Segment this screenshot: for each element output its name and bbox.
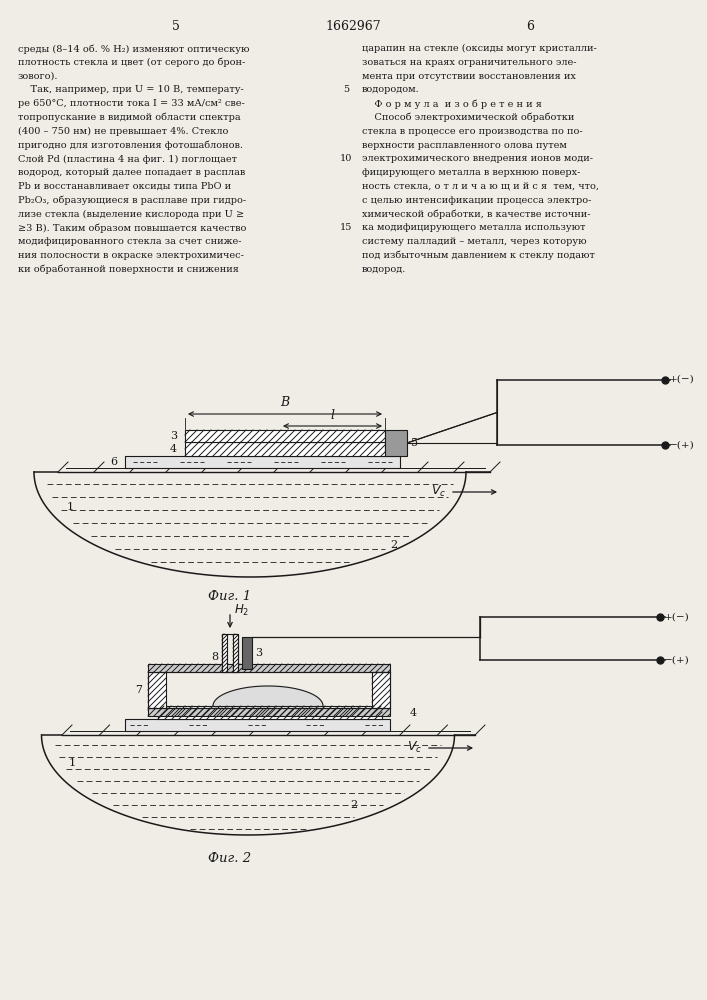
Text: 1: 1 bbox=[69, 758, 76, 768]
Text: $H_2$: $H_2$ bbox=[234, 602, 250, 618]
Text: лизе стекла (выделение кислорода при U ≥: лизе стекла (выделение кислорода при U ≥ bbox=[18, 210, 244, 219]
Text: 6: 6 bbox=[110, 457, 117, 467]
Text: Pb₂O₃, образующиеся в расплаве при гидро-: Pb₂O₃, образующиеся в расплаве при гидро… bbox=[18, 196, 246, 205]
Text: Слой Pd (пластина 4 на фиг. 1) поглощает: Слой Pd (пластина 4 на фиг. 1) поглощает bbox=[18, 154, 237, 164]
Bar bbox=[233, 634, 238, 672]
Text: Фиг. 1: Фиг. 1 bbox=[209, 590, 252, 603]
Bar bbox=[125, 456, 400, 468]
Text: ка модифицирующего металла используют: ка модифицирующего металла используют bbox=[362, 223, 585, 232]
Text: B: B bbox=[281, 396, 290, 409]
Bar bbox=[242, 637, 252, 669]
Text: 5: 5 bbox=[411, 438, 418, 448]
Text: ния полосности в окраске электрохимичес-: ния полосности в окраске электрохимичес- bbox=[18, 251, 244, 260]
Text: фицирующего металла в верхнюю поверх-: фицирующего металла в верхнюю поверх- bbox=[362, 168, 580, 177]
Text: 4: 4 bbox=[170, 444, 177, 454]
Text: +(−): +(−) bbox=[664, 612, 690, 621]
Text: ≥3 В). Таким образом повышается качество: ≥3 В). Таким образом повышается качество bbox=[18, 223, 246, 233]
Text: с целью интенсификации процесса электро-: с целью интенсификации процесса электро- bbox=[362, 196, 591, 205]
Bar bbox=[148, 664, 390, 672]
Text: 6: 6 bbox=[526, 20, 534, 33]
Text: Так, например, при U = 10 В, температу-: Так, например, при U = 10 В, температу- bbox=[18, 85, 244, 94]
Text: 3: 3 bbox=[255, 648, 262, 658]
Text: 15: 15 bbox=[340, 223, 352, 232]
Bar bbox=[125, 719, 390, 731]
Text: (400 – 750 нм) не превышает 4%. Стекло: (400 – 750 нм) не превышает 4%. Стекло bbox=[18, 127, 228, 136]
Text: −(+): −(+) bbox=[664, 656, 690, 664]
Bar bbox=[148, 708, 390, 716]
Text: царапин на стекле (оксиды могут кристалли-: царапин на стекле (оксиды могут кристалл… bbox=[362, 44, 597, 53]
Text: водород, который далее попадает в расплав: водород, который далее попадает в распла… bbox=[18, 168, 245, 177]
Polygon shape bbox=[213, 686, 323, 706]
Text: зового).: зового). bbox=[18, 72, 59, 81]
Text: ре 650°С, плотности тока I = 33 мА/см² све-: ре 650°С, плотности тока I = 33 мА/см² с… bbox=[18, 99, 245, 108]
Text: 10: 10 bbox=[340, 154, 352, 163]
Text: плотность стекла и цвет (от серого до брон-: плотность стекла и цвет (от серого до бр… bbox=[18, 58, 245, 67]
Text: водород.: водород. bbox=[362, 265, 407, 274]
Text: 2: 2 bbox=[350, 800, 357, 810]
Text: зоваться на краях ограничительного эле-: зоваться на краях ограничительного эле- bbox=[362, 58, 576, 67]
Text: мента при отсутствии восстановления их: мента при отсутствии восстановления их bbox=[362, 72, 576, 81]
Text: стекла в процессе его производства по по-: стекла в процессе его производства по по… bbox=[362, 127, 583, 136]
Bar bbox=[158, 706, 382, 719]
Text: 6: 6 bbox=[138, 720, 145, 730]
Bar bbox=[148, 672, 166, 708]
Text: 8: 8 bbox=[211, 652, 218, 662]
Text: 3: 3 bbox=[170, 431, 177, 441]
Text: 1662967: 1662967 bbox=[325, 20, 381, 33]
Text: 5: 5 bbox=[343, 85, 349, 94]
Text: пригодно для изготовления фотошаблонов.: пригодно для изготовления фотошаблонов. bbox=[18, 141, 243, 150]
Text: систему палладий – металл, через которую: систему палладий – металл, через которую bbox=[362, 237, 587, 246]
Text: ки обработанной поверхности и снижения: ки обработанной поверхности и снижения bbox=[18, 265, 239, 274]
Text: под избыточным давлением к стеклу подают: под избыточным давлением к стеклу подают bbox=[362, 251, 595, 260]
Text: модифицированного стекла за счет сниже-: модифицированного стекла за счет сниже- bbox=[18, 237, 242, 246]
Text: 7: 7 bbox=[135, 685, 142, 695]
Bar bbox=[222, 634, 227, 672]
Text: 4: 4 bbox=[410, 708, 417, 718]
Text: Ф о р м у л а  и з о б р е т е н и я: Ф о р м у л а и з о б р е т е н и я bbox=[362, 99, 542, 109]
Bar bbox=[166, 672, 372, 708]
Text: −(+): −(+) bbox=[669, 440, 695, 450]
Text: ность стекла, о т л и ч а ю щ и й с я  тем, что,: ность стекла, о т л и ч а ю щ и й с я те… bbox=[362, 182, 599, 191]
Text: Pb и восстанавливает оксиды типа PbO и: Pb и восстанавливает оксиды типа PbO и bbox=[18, 182, 231, 191]
Bar bbox=[222, 634, 238, 672]
Text: Фиг. 2: Фиг. 2 bbox=[209, 852, 252, 864]
Text: 2: 2 bbox=[390, 540, 397, 550]
Bar bbox=[385, 430, 407, 456]
Text: $V_c$: $V_c$ bbox=[407, 739, 422, 755]
Text: 9: 9 bbox=[328, 691, 335, 701]
Bar bbox=[185, 442, 385, 456]
Text: верхности расплавленного олова путем: верхности расплавленного олова путем bbox=[362, 141, 567, 150]
Text: l: l bbox=[330, 409, 334, 422]
Text: 5: 5 bbox=[172, 20, 180, 33]
Text: топропускание в видимой области спектра: топропускание в видимой области спектра bbox=[18, 113, 240, 122]
Text: 1: 1 bbox=[66, 502, 74, 512]
Text: химической обработки, в качестве источни-: химической обработки, в качестве источни… bbox=[362, 210, 590, 219]
Text: +(−): +(−) bbox=[669, 374, 695, 383]
Text: $V_c$: $V_c$ bbox=[431, 483, 446, 499]
Text: среды (8–14 об. % H₂) изменяют оптическую: среды (8–14 об. % H₂) изменяют оптическу… bbox=[18, 44, 250, 53]
Text: электрохимического внедрения ионов моди-: электрохимического внедрения ионов моди- bbox=[362, 154, 593, 163]
Text: водородом.: водородом. bbox=[362, 85, 420, 94]
Bar bbox=[372, 672, 390, 708]
Bar bbox=[185, 430, 385, 442]
Text: Способ электрохимической обработки: Способ электрохимической обработки bbox=[362, 113, 574, 122]
